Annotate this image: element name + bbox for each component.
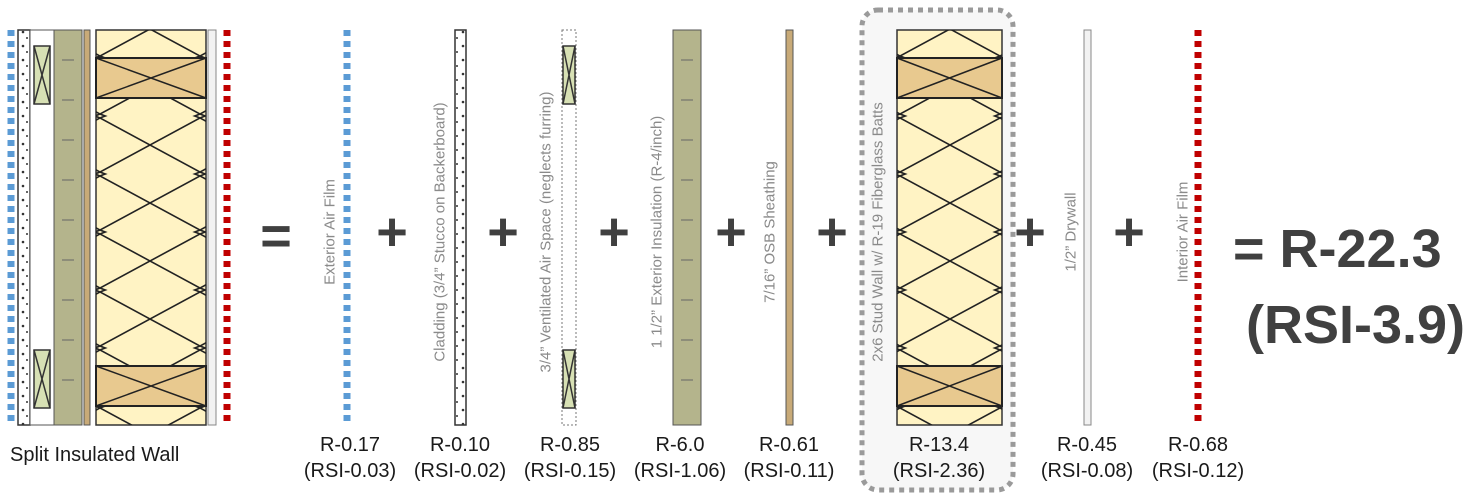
plus-sign: + [816,202,848,262]
total-rsi-value: (RSI-3.9) [1246,295,1466,355]
composite-wall-section [7,29,231,426]
osb-sheathing-layer [785,29,794,426]
layer-label: Interior Air Film [1174,181,1192,283]
total-r-value: = R-22.3 [1233,219,1442,279]
equals-sign: = [260,206,292,266]
layer-label: 2x6 Stud Wall w/ R-19 Fiberglass Batts [869,102,887,362]
layer-label: 1 1/2” Exterior Insulation (R-4/inch) [648,115,666,349]
drywall-layer [1083,29,1092,426]
plus-sign: + [376,202,408,262]
layer-r-value: R-13.4 (RSI-2.36) [892,434,986,482]
layer-r-value: R-0.61 (RSI-0.11) [743,434,835,482]
cladding-layer [454,29,467,426]
layer-r-value: R-0.17 (RSI-0.03) [303,434,397,482]
layer-label: 1/2” Drywall [1062,192,1080,272]
layer-label: 7/16” OSB Sheathing [761,161,779,303]
layer-r-value: R-6.0 (RSI-1.06) [633,434,727,482]
air-space-layer [561,29,577,426]
layer-r-value: R-0.68 (RSI-0.12) [1151,434,1245,482]
layer-r-value: R-0.45 (RSI-0.08) [1040,434,1134,482]
composite-wall-caption: Split Insulated Wall [10,444,180,466]
stud-wall-layer [896,29,1003,426]
layer-label: Cladding (3/4” Stucco on Backerboard) [431,102,449,362]
plus-sign: + [1113,202,1145,262]
layer-r-value: R-0.85 (RSI-0.15) [523,434,617,482]
layer-label: 3/4” Ventilated Air Space (neglects furr… [537,91,555,373]
plus-sign: + [487,202,519,262]
plus-sign: + [715,202,747,262]
layer-r-value: R-0.10 (RSI-0.02) [413,434,507,482]
plus-sign: + [1014,202,1046,262]
plus-sign: + [598,202,630,262]
layer-label: Exterior Air Film [321,179,339,285]
exterior-insulation-layer [672,29,702,426]
